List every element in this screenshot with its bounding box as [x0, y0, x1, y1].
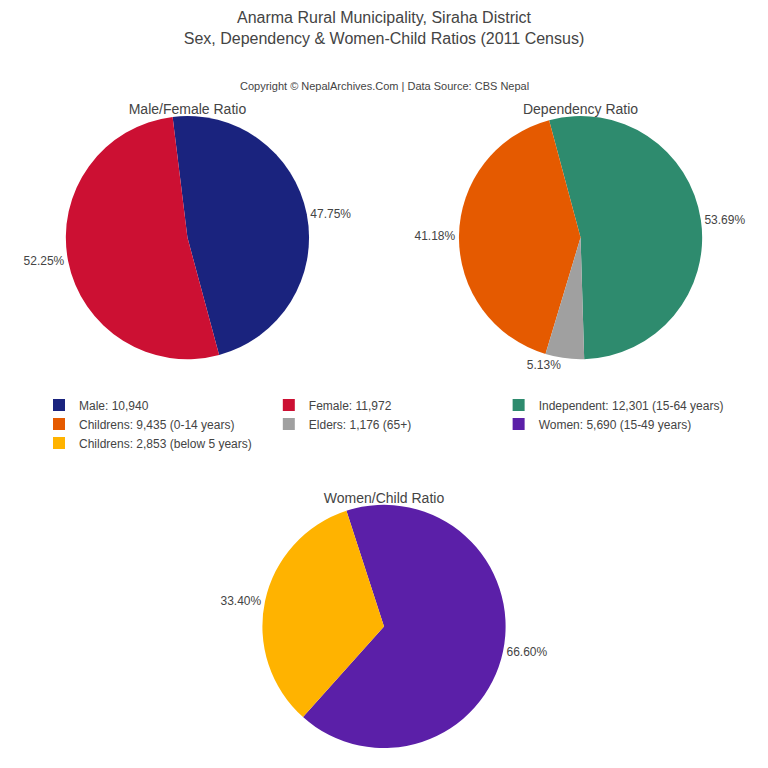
svg-text:5.13%: 5.13% — [527, 358, 561, 372]
svg-text:Childrens: 9,435 (0-14 years): Childrens: 9,435 (0-14 years) — [79, 418, 234, 432]
svg-text:66.60%: 66.60% — [506, 645, 547, 659]
svg-text:33.40%: 33.40% — [220, 594, 261, 608]
svg-text:Copyright © NepalArchives.Com: Copyright © NepalArchives.Com | Data Sou… — [240, 80, 529, 92]
svg-text:Male: 10,940: Male: 10,940 — [79, 399, 149, 413]
svg-text:Women/Child Ratio: Women/Child Ratio — [324, 490, 445, 506]
svg-text:Independent: 12,301 (15-64 yea: Independent: 12,301 (15-64 years) — [539, 399, 724, 413]
svg-text:Anarma Rural Municipality, Sir: Anarma Rural Municipality, Siraha Distri… — [184, 9, 585, 47]
svg-text:47.75%: 47.75% — [310, 207, 351, 221]
svg-text:53.69%: 53.69% — [704, 213, 745, 227]
svg-text:Elders: 1,176 (65+): Elders: 1,176 (65+) — [309, 418, 411, 432]
svg-text:Childrens: 2,853 (below 5 year: Childrens: 2,853 (below 5 years) — [79, 437, 252, 451]
svg-text:Women: 5,690 (15-49 years): Women: 5,690 (15-49 years) — [539, 418, 692, 432]
svg-text:Female: 11,972: Female: 11,972 — [309, 399, 392, 413]
svg-text:52.25%: 52.25% — [24, 254, 65, 268]
svg-text:Male/Female Ratio: Male/Female Ratio — [129, 101, 247, 117]
svg-text:Dependency Ratio: Dependency Ratio — [523, 101, 638, 117]
svg-text:41.18%: 41.18% — [414, 229, 455, 243]
